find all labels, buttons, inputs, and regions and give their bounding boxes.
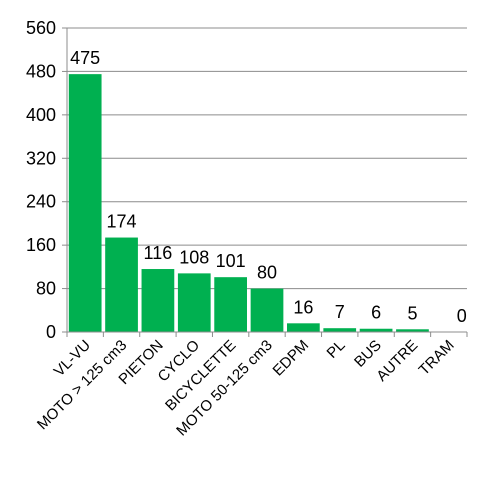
data-label: 0	[457, 306, 467, 326]
category-label: TRAM	[416, 337, 458, 379]
data-label: 108	[179, 247, 209, 267]
y-tick-label: 80	[36, 279, 56, 299]
y-tick-label: 560	[26, 18, 56, 38]
bar	[250, 288, 284, 332]
data-labels: 475 174 116 108 101 80 16 7 6 5 0	[70, 48, 467, 326]
data-label: 101	[216, 251, 246, 271]
bar	[177, 273, 211, 332]
data-label: 5	[407, 303, 417, 323]
data-label: 7	[335, 302, 345, 322]
axes	[66, 28, 468, 337]
data-label: 475	[70, 48, 100, 68]
data-label: 6	[371, 303, 381, 323]
y-tick-label: 240	[26, 192, 56, 212]
category-label: AUTRE	[373, 337, 421, 385]
bar	[396, 329, 429, 332]
category-label: EDPM	[270, 337, 313, 380]
bar	[323, 328, 357, 332]
bar	[68, 74, 102, 333]
bar	[287, 323, 320, 332]
bars	[68, 74, 429, 333]
y-tick-label: 400	[26, 105, 56, 125]
data-label: 80	[257, 263, 277, 283]
category-label: PL	[324, 337, 349, 362]
data-label: 116	[144, 243, 173, 263]
bar	[359, 328, 393, 332]
data-label: 16	[293, 297, 313, 317]
y-tick-label: 480	[26, 61, 56, 81]
y-tick-label: 0	[46, 322, 56, 342]
y-tick-label: 320	[26, 148, 56, 168]
bar	[214, 277, 247, 332]
y-tick-labels: 0 80 160 240 320 400 480 560	[26, 18, 67, 342]
y-tick-label: 160	[26, 235, 56, 255]
bar	[105, 237, 138, 332]
bar	[141, 269, 175, 332]
data-label: 174	[107, 212, 137, 232]
